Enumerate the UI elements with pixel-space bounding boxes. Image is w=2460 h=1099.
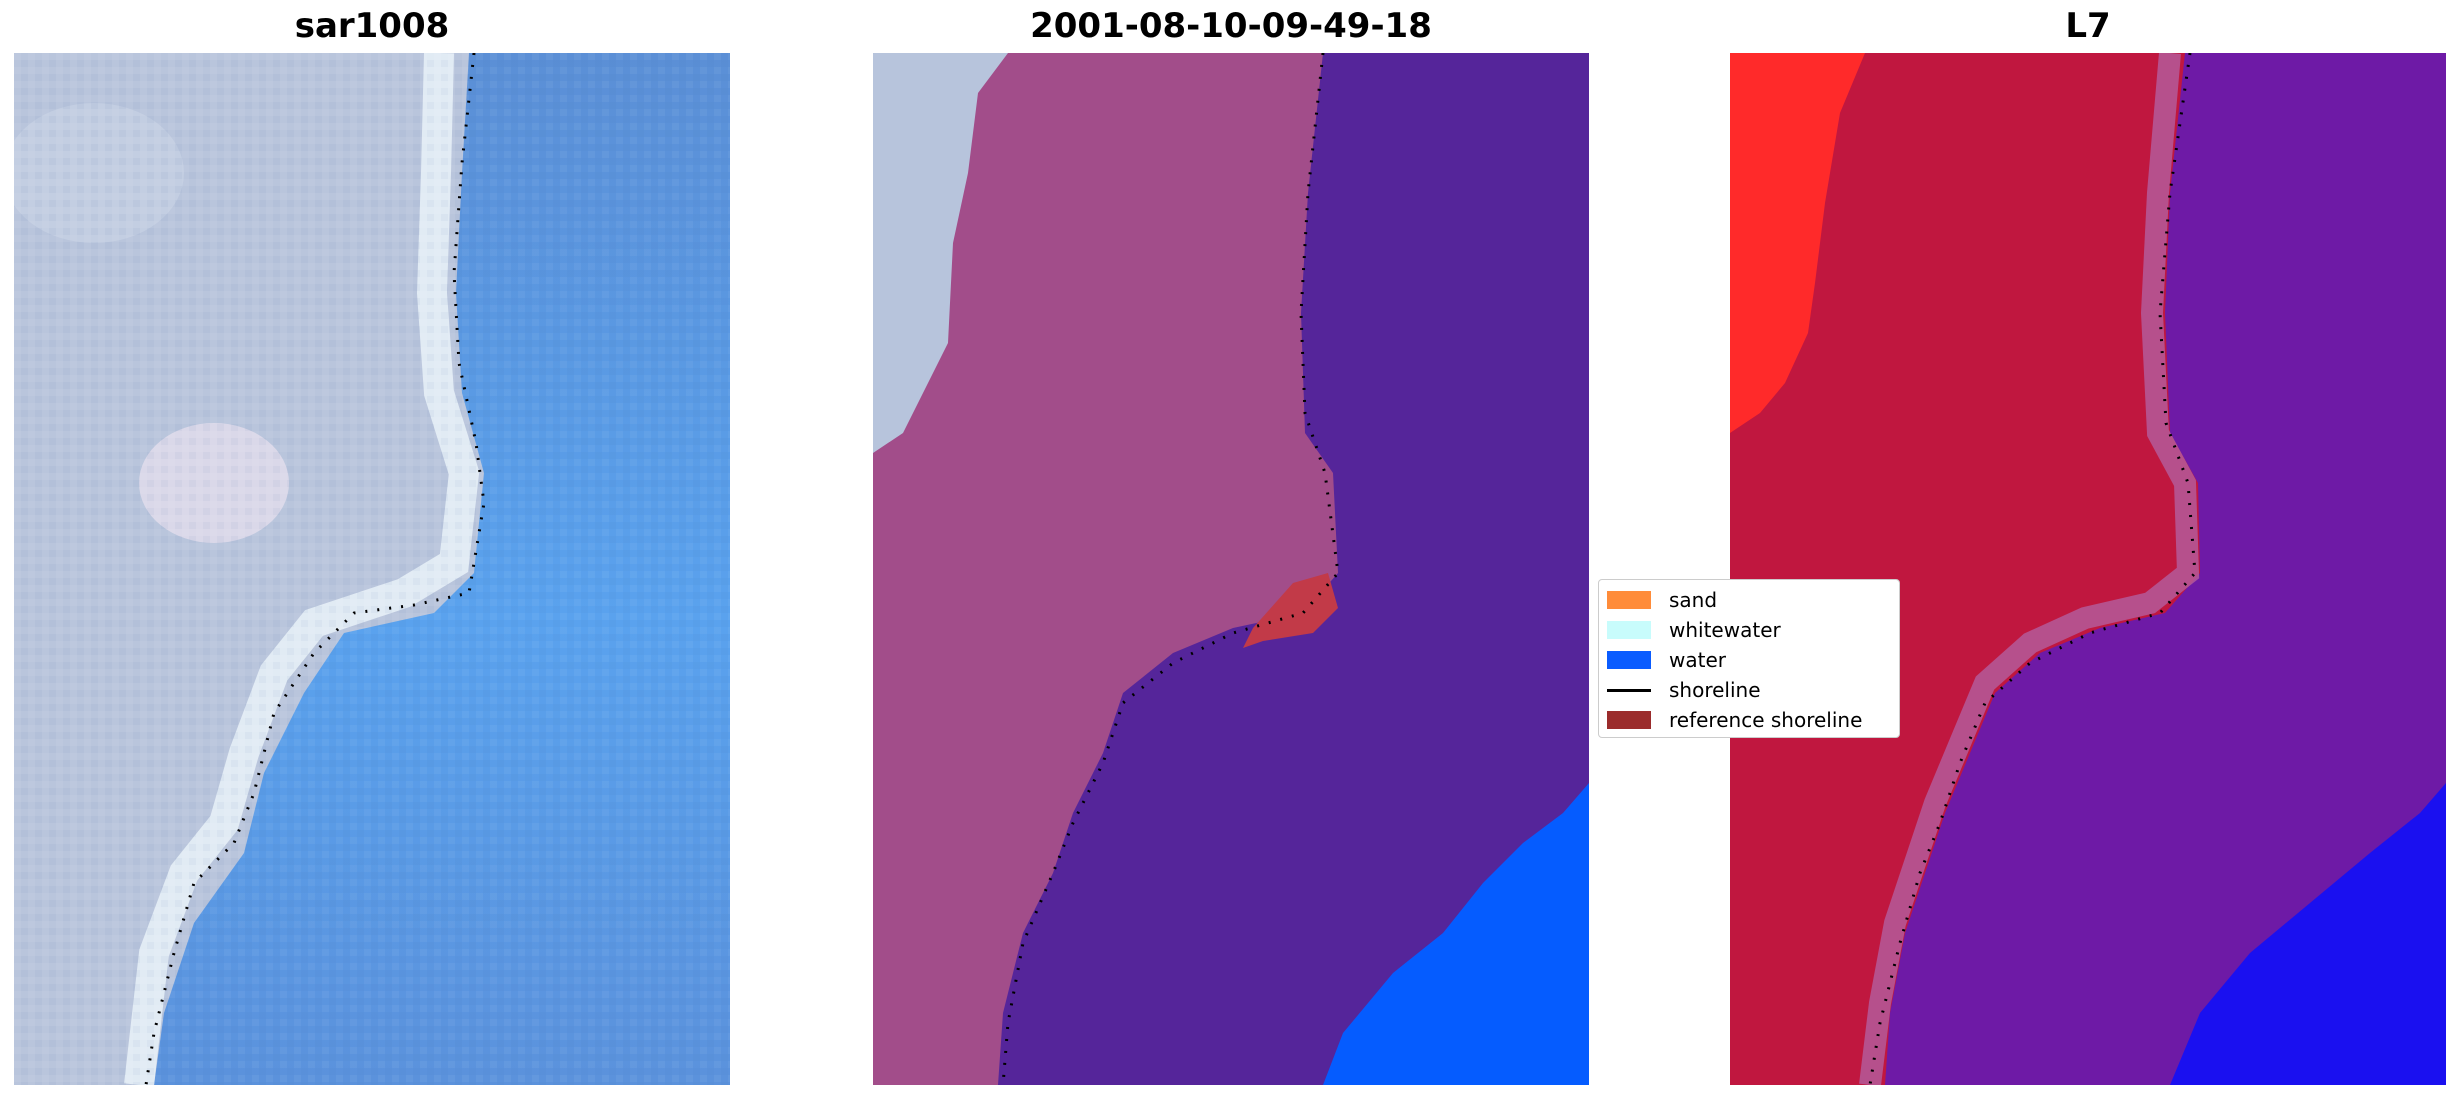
legend-item-sand: sand <box>1607 586 1717 614</box>
l7-panel <box>1730 53 2446 1085</box>
land-overlay-area <box>873 53 1338 1085</box>
legend-label-water: water <box>1669 648 1726 672</box>
unclassified-area <box>873 53 1008 453</box>
deep-water-area <box>1323 783 1589 1085</box>
land-class-l7 <box>1730 53 2200 1085</box>
legend-label-shoreline: shoreline <box>1669 678 1761 702</box>
sand-class-l7 <box>1730 53 1865 433</box>
rgb-image-panel <box>14 53 730 1085</box>
water-swatch <box>1607 651 1651 669</box>
legend-item-shoreline: shoreline <box>1607 676 1761 704</box>
shoreline-swatch <box>1607 688 1651 692</box>
legend-item-reference: reference shoreline <box>1607 706 1862 734</box>
classification-image <box>873 53 1589 1085</box>
legend-label-sand: sand <box>1669 588 1718 612</box>
legend-label-whitewater: whitewater <box>1669 618 1781 642</box>
rgb-image <box>14 53 730 1085</box>
deep-water-l7 <box>2170 783 2446 1085</box>
legend-item-water: water <box>1607 646 1726 674</box>
panel-title-3: L7 <box>2065 6 2111 46</box>
l7-image <box>1730 53 2446 1085</box>
reference-swatch <box>1607 711 1651 729</box>
whitewater-swatch <box>1607 621 1651 639</box>
reference-patch <box>1243 573 1338 648</box>
legend-label-reference: reference shoreline <box>1669 708 1863 732</box>
panel-title-2: 2001-08-10-09-49-18 <box>1030 6 1432 46</box>
sand-swatch <box>1607 591 1651 609</box>
legend-item-whitewater: whitewater <box>1607 616 1781 644</box>
shoreline-overlay <box>1001 53 1340 1085</box>
shoreline <box>144 53 486 1085</box>
classification-panel <box>873 53 1589 1085</box>
legend: sand whitewater water shoreline referenc… <box>1598 579 1900 738</box>
shoreline-l7 <box>1868 53 2197 1085</box>
transition-band-l7 <box>1859 53 2200 1085</box>
panel-title-1: sar1008 <box>294 6 450 46</box>
